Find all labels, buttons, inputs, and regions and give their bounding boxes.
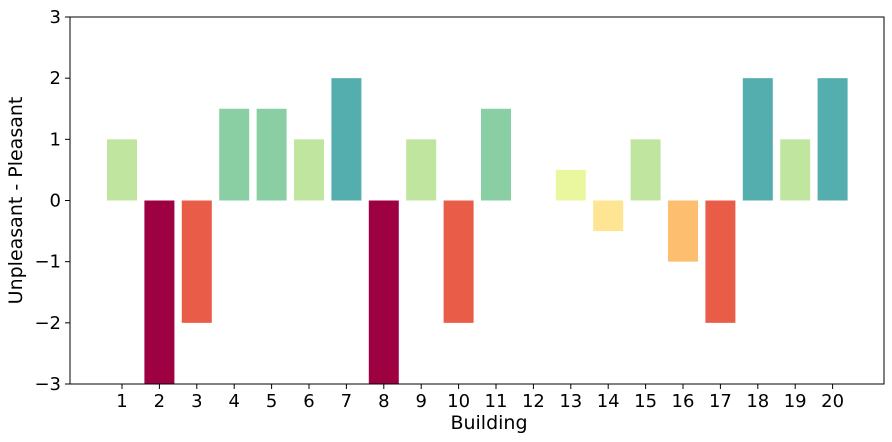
- x-tick-label: 15: [634, 391, 657, 412]
- x-tick-label: 1: [116, 391, 127, 412]
- x-tick-label: 13: [559, 391, 582, 412]
- x-tick-label: 12: [522, 391, 545, 412]
- x-tick-label: 6: [303, 391, 314, 412]
- x-tick-label: 3: [191, 391, 202, 412]
- x-tick-label: 16: [672, 391, 695, 412]
- bar-building-13: [555, 169, 586, 201]
- y-tick-label: 3: [50, 7, 61, 28]
- bar-building-20: [817, 78, 848, 201]
- y-axis-ticks: 3 2 1 0 −1 −2 −3: [34, 7, 70, 395]
- x-tick-label: 14: [597, 391, 620, 412]
- y-tick-label: −3: [34, 374, 61, 395]
- bar-building-16: [668, 200, 698, 262]
- x-tick-label: 2: [154, 391, 165, 412]
- x-tick-label: 17: [709, 391, 732, 412]
- x-tick-label: 9: [415, 391, 426, 412]
- x-tick-label: 7: [341, 391, 352, 412]
- y-axis-label: Unpleasant - Pleasant: [5, 97, 27, 305]
- y-tick-label: 2: [50, 68, 61, 89]
- x-tick-label: 11: [485, 391, 508, 412]
- bar-building-7: [331, 78, 362, 201]
- y-tick-label: −1: [34, 252, 61, 273]
- y-tick-label: −2: [34, 313, 61, 334]
- bar-building-15: [630, 139, 661, 201]
- x-tick-label: 10: [447, 391, 470, 412]
- x-tick-label: 5: [266, 391, 277, 412]
- x-tick-label: 8: [378, 391, 389, 412]
- bars-group: [107, 78, 848, 384]
- bar-building-1: [107, 139, 137, 201]
- bar-building-14: [593, 200, 624, 232]
- bar-building-18: [742, 78, 773, 201]
- bar-building-11: [481, 108, 511, 201]
- plot-frame: [69, 16, 885, 385]
- x-axis-ticks: 1 2 3 4 5 6 7 8 9 10 11 12 13 14 15 16 17 18 19 20: [116, 384, 844, 412]
- bar-building-3: [181, 200, 212, 323]
- x-tick-label: 18: [746, 391, 769, 412]
- bar-building-19: [780, 139, 811, 201]
- bar-building-2: [144, 200, 175, 384]
- bar-building-10: [443, 200, 474, 323]
- bar-building-4: [219, 108, 250, 201]
- bar-building-5: [256, 108, 287, 201]
- bar-building-8: [368, 200, 399, 384]
- bar-building-9: [406, 139, 437, 201]
- y-tick-label: 0: [50, 191, 61, 212]
- bar-building-17: [705, 200, 736, 323]
- x-tick-label: 19: [784, 391, 807, 412]
- y-tick-label: 1: [50, 129, 61, 150]
- x-tick-label: 20: [821, 391, 844, 412]
- x-tick-label: 4: [228, 391, 239, 412]
- x-axis-label: Building: [450, 412, 527, 434]
- bar-building-6: [294, 139, 324, 201]
